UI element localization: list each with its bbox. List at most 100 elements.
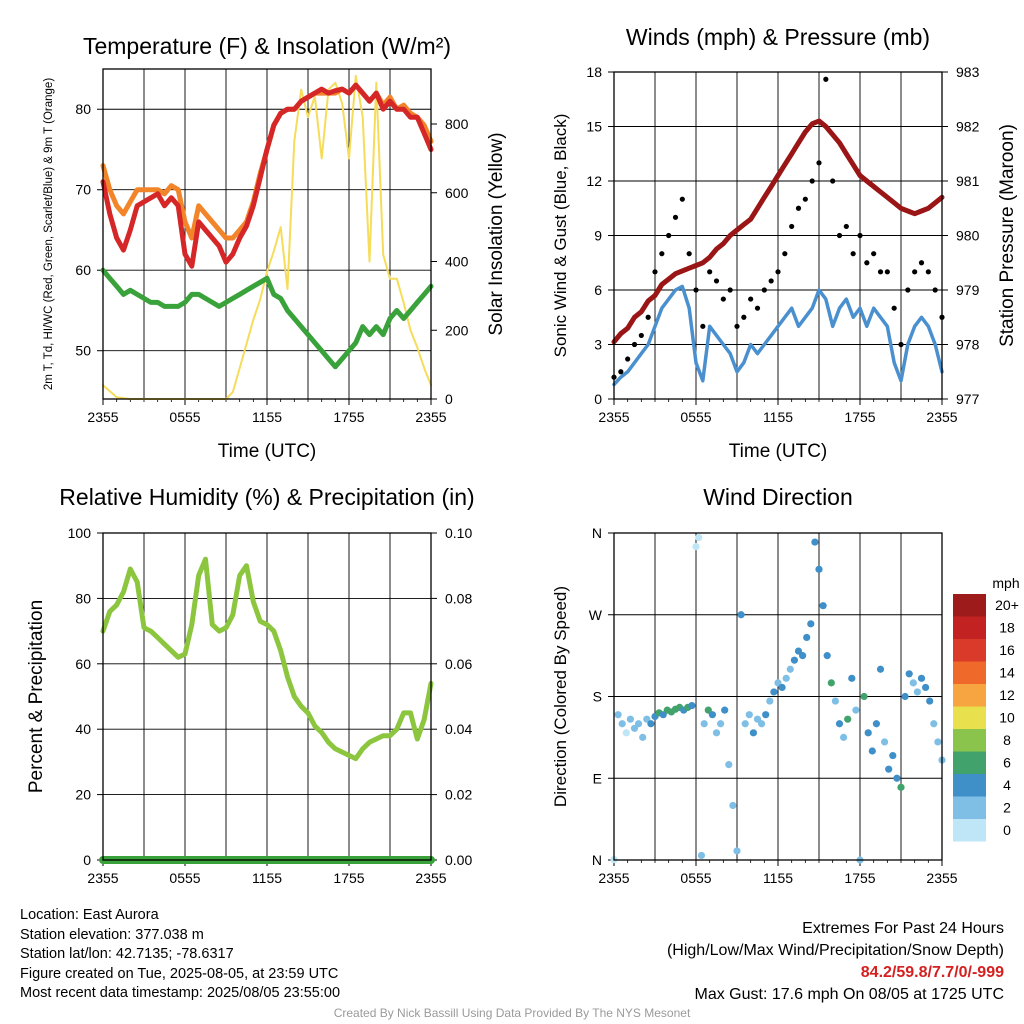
extremes-subtitle: (High/Low/Max Wind/Precipitation/Snow De… [666,942,1004,959]
direction-point [786,665,794,673]
x-axis-label: Time (UTC) [218,441,317,462]
colorbar-label: 18 [999,620,1015,636]
direction-point [934,738,942,746]
y-tick-label: N [592,852,602,868]
direction-point [766,697,774,705]
direction-point [807,620,815,628]
y-tick-label: 50 [75,343,91,359]
y-right-tick-label: 600 [445,185,469,201]
direction-point [897,783,905,791]
direction-point [827,679,835,687]
direction-point [725,761,733,769]
direction-point [922,683,930,692]
direction-point [819,602,827,610]
chart-title: Wind Direction [703,484,853,510]
y-right-tick-label: 978 [956,337,980,353]
direction-point [758,720,766,728]
y-right-tick-label: 0.02 [445,787,472,803]
y-right-tick-label: 981 [956,173,980,189]
y-tick-label: 20 [75,787,91,803]
gust-point [850,251,856,257]
direction-point [930,720,938,728]
colorbar-swatch [953,661,986,684]
y-tick-label: 15 [586,119,602,135]
gust-point [932,287,938,293]
x-tick-label: 2355 [415,409,446,425]
direction-point [635,720,643,728]
latlon-text: Station lat/lon: 42.7135; -78.6317 [20,946,234,962]
gust-point [775,269,781,275]
gust-point [925,269,931,275]
gust-point [618,369,624,375]
colorbar-swatch [953,819,986,842]
gust-point [720,296,726,302]
y-right-axis-label: Station Pressure (Maroon) [997,124,1018,347]
direction-point [835,720,844,728]
y-tick-label: 100 [68,525,92,541]
direction-point [864,729,872,737]
y-tick-label: E [593,770,602,786]
series-line-sonic-wind [612,284,944,387]
direction-point [811,538,819,546]
y-right-tick-label: 200 [445,322,469,338]
direction-point [749,729,758,737]
elevation-text: Station elevation: 377.038 m [20,926,204,943]
x-tick-label: 0555 [680,870,711,886]
created-text: Figure created on Tue, 2025-08-05, at 23… [20,965,339,982]
gust-point [823,76,829,82]
gust-point [891,305,897,311]
gust-point [795,205,802,211]
gust-point [782,251,788,257]
y-right-tick-label: 977 [956,391,980,407]
y-tick-label: N [592,525,602,541]
gust-point [816,160,822,166]
direction-point [770,688,778,696]
colorbar-label: 12 [999,687,1015,703]
max-gust-text: Max Gust: 17.6 mph On 08/05 at 1725 UTC [694,986,1005,1003]
x-tick-label: 2355 [926,870,957,886]
x-tick-label: 1155 [252,409,282,425]
x-tick-label: 1755 [844,870,875,886]
y-right-tick-label: 982 [956,119,980,135]
y-tick-label: 60 [75,262,91,278]
direction-point [876,665,885,673]
gust-point [871,251,877,257]
x-tick-label: 1155 [763,870,793,886]
gust-point [693,287,699,293]
gust-point [713,278,720,284]
colorbar-label: 4 [1003,777,1011,793]
series-line-pressure [611,118,945,345]
extremes-info: Extremes For Past 24 Hours (High/Low/Max… [667,918,1004,1006]
direction-point [647,720,655,728]
direction-point [840,733,848,741]
direction-point [778,683,786,692]
gust-point [912,269,918,275]
gust-point [809,178,815,184]
colorbar-swatch [953,639,986,662]
x-tick-label: 2355 [415,870,446,886]
station-info: Location: East Aurora Station elevation:… [20,906,340,1004]
panel-3: 2355 0555 1155 1755 2355 0 20 40 60 80 100 0.00 0.02… [26,484,475,886]
gust-point [700,323,706,329]
colorbar-label: 8 [1003,732,1011,748]
x-tick-label: 1755 [333,409,364,425]
gust-point [727,287,733,293]
panel-4: 2355 0555 1155 1755 2355 N E S W N Wind Direction D… [551,484,958,886]
direction-point [688,701,696,710]
direction-point [692,543,700,551]
y-right-axis-label: Solar Insolation (Yellow) [486,132,507,335]
gust-point [898,341,904,348]
x-tick-label: 0555 [169,409,200,425]
y-tick-label: W [589,607,603,623]
colorbar-swatch [953,796,986,819]
colorbar-label: 10 [999,710,1015,726]
x-tick-label: 1755 [844,409,875,425]
series-line-dewpoint [100,267,434,370]
y-right-tick-label: 0 [445,391,453,407]
direction-point [614,711,622,719]
direction-point [848,674,856,682]
gust-point [659,251,665,257]
colorbar-swatch [953,729,986,752]
y-right-tick-label: 0.08 [445,590,472,606]
